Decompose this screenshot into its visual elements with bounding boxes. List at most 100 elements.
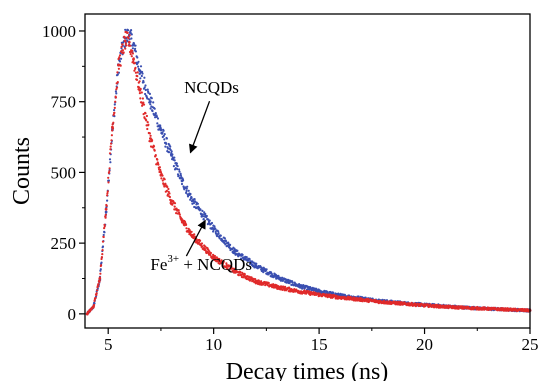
curve-dot: [133, 57, 135, 59]
curve-dot: [179, 214, 181, 216]
curve-dot: [110, 146, 112, 148]
y-tick-label: 250: [51, 234, 77, 253]
curve-dot: [106, 194, 108, 196]
curve-dot: [155, 112, 157, 114]
curve-dot: [199, 208, 201, 210]
data-point: [105, 208, 108, 211]
curve-dot: [106, 205, 108, 207]
curve-dot: [96, 289, 98, 291]
curve-dot: [115, 92, 117, 94]
curve-dot: [134, 48, 136, 50]
curve-dot: [191, 231, 193, 233]
curve-dot: [134, 45, 136, 47]
curve-dot: [157, 164, 159, 166]
curve-dot: [120, 58, 122, 60]
curve-dot: [156, 122, 158, 124]
curve-dot: [136, 79, 138, 81]
curve-dot: [138, 69, 140, 71]
curve-dot: [174, 202, 176, 204]
curve-dot: [107, 181, 109, 183]
curve-dot: [149, 103, 151, 105]
curve-dot: [189, 193, 191, 195]
curve-dot: [125, 42, 127, 44]
curve-dot: [171, 153, 173, 155]
curve-dot: [100, 268, 102, 270]
annotation-ncqds: NCQDs: [184, 78, 239, 152]
curve-dot: [156, 159, 158, 161]
y-tick-label: 500: [51, 163, 77, 182]
curve-dot: [115, 96, 117, 98]
curve-dot: [173, 157, 175, 159]
curve-dot: [139, 80, 141, 82]
curve-dot: [142, 97, 144, 99]
annotation-ncqds-label: NCQDs: [184, 78, 239, 97]
y-axis-title: Counts: [9, 137, 35, 205]
curve-dot: [120, 65, 122, 67]
curve-dot: [147, 121, 149, 123]
curve-dot: [146, 115, 148, 117]
curve-dot: [164, 178, 166, 180]
curve-dot: [162, 179, 164, 181]
curve-dot: [105, 214, 107, 216]
curve-dot: [136, 75, 138, 77]
curve-dot: [201, 242, 203, 244]
x-tick-label: 5: [104, 335, 113, 354]
curve-dot: [149, 93, 151, 95]
annotation-fe-rest: + NCQDs: [179, 255, 252, 274]
curve-dot: [134, 67, 136, 69]
curve-dot: [173, 165, 175, 167]
curve-dot: [147, 124, 149, 126]
curve-dot: [167, 188, 169, 190]
curve-dot: [122, 49, 124, 51]
curve-dot: [174, 206, 176, 208]
curve-dot: [132, 52, 134, 54]
curve-dot: [218, 232, 220, 234]
curve-dot: [236, 250, 238, 252]
curve-dot: [127, 37, 129, 39]
curve-dot: [139, 77, 141, 79]
curve-dot: [160, 128, 162, 130]
annotation-fe-base: Fe: [150, 255, 167, 274]
curve-dot: [131, 55, 133, 57]
curve-dot: [145, 89, 147, 91]
curve-dot: [135, 50, 137, 52]
curve-dot: [102, 241, 104, 243]
curve-dot: [98, 283, 100, 285]
curve-dot: [118, 68, 120, 70]
curve-dot: [210, 252, 212, 254]
annotation-ncqds-arrow: [190, 101, 209, 152]
curve-dot: [163, 130, 165, 132]
curve-dot: [146, 128, 148, 130]
curve-dot: [130, 29, 132, 31]
curve-dot: [332, 292, 334, 294]
curve-dot: [124, 48, 126, 50]
curve-dot: [100, 258, 102, 260]
curve-dot: [144, 112, 146, 114]
curve-dot: [109, 167, 111, 169]
curve-dot: [188, 190, 190, 192]
curve-dot: [99, 280, 101, 282]
curve-dot: [206, 215, 208, 217]
curve-dot: [108, 170, 110, 172]
y-tick-label: 1000: [42, 22, 76, 41]
curve-dot: [92, 307, 94, 309]
curve-dot: [154, 150, 156, 152]
curve-dot: [400, 304, 402, 306]
curve-dot: [186, 188, 188, 190]
curve-dot: [102, 245, 104, 247]
curve-dot: [161, 175, 163, 177]
curve-dot: [149, 132, 151, 134]
curve-dot: [129, 34, 131, 36]
curve-dot: [119, 54, 121, 56]
curve-dot: [107, 190, 109, 192]
curve-dot: [215, 233, 217, 235]
curve-dot: [204, 213, 206, 215]
curve-dot: [127, 29, 129, 31]
curve-dot: [113, 109, 115, 111]
curve-dot: [194, 198, 196, 200]
curve-dot: [168, 192, 170, 194]
curve-dot: [185, 224, 187, 226]
curve-dot: [212, 230, 214, 232]
curve-dot: [153, 145, 155, 147]
curve-dot: [123, 51, 125, 53]
